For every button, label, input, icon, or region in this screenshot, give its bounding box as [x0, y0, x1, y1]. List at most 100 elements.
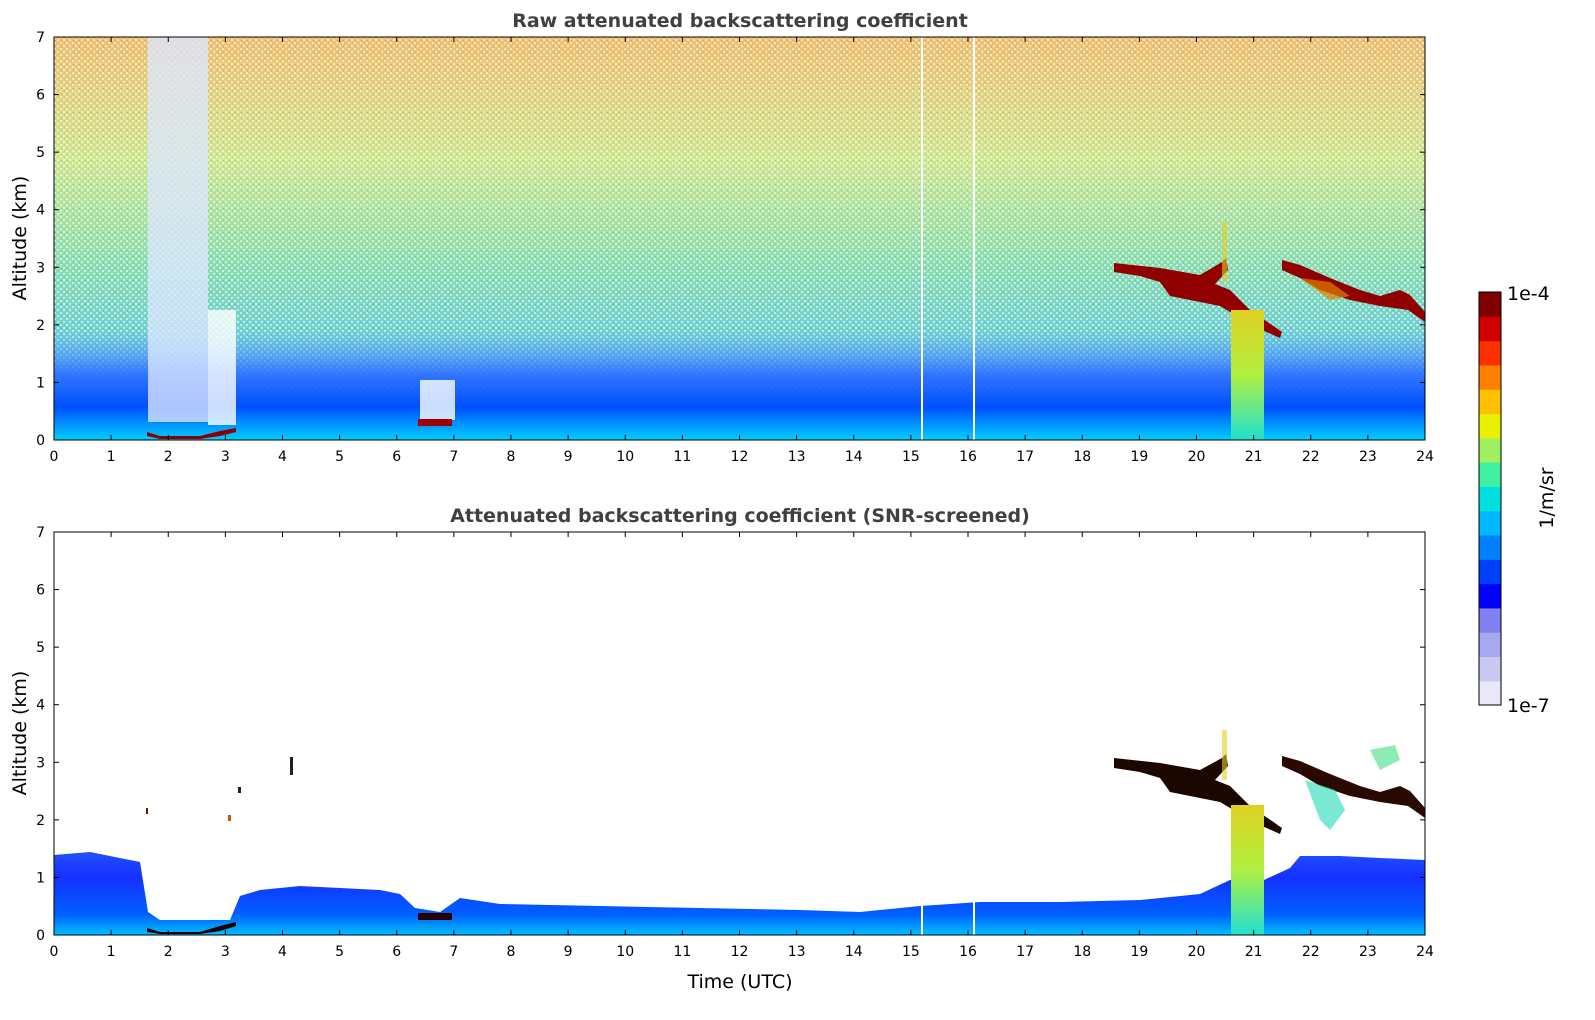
- panel-screened-xlabel: Time (UTC): [686, 971, 792, 993]
- y-tick-label: 3: [36, 755, 45, 771]
- x-tick-label: 10: [616, 449, 634, 465]
- x-tick-label: 20: [1188, 944, 1206, 960]
- panel-raw-axes: 0 1 2 3 4 5 6 7 8 9 10 11 12 13 14 15 16 17 18 19 20 21 22 23 24…: [36, 30, 1434, 465]
- raw-attenuated-column: [148, 37, 208, 422]
- x-tick-label: 5: [335, 944, 344, 960]
- screened-boundary-layer: [54, 852, 1425, 935]
- x-tick-label: 9: [564, 449, 573, 465]
- y-tick-label: 6: [36, 583, 45, 599]
- y-tick-label: 4: [36, 203, 45, 219]
- colorbar-band: [1479, 389, 1501, 415]
- x-tick-label: 12: [731, 944, 749, 960]
- x-tick-label: 17: [1016, 449, 1034, 465]
- panel-raw: Raw attenuated backscattering coefficien…: [9, 10, 1434, 465]
- colorbar-band: [1479, 632, 1501, 658]
- x-tick-label: 14: [845, 449, 863, 465]
- x-tick-label: 12: [731, 449, 749, 465]
- colorbar-frame: [1478, 291, 1502, 706]
- panel-screened-axes: 0 1 2 3 4 5 6 7 8 9 10 11 12 13 14 15 16 17 18 19 20 21 22 23 24…: [36, 525, 1434, 960]
- x-tick-label: 2: [164, 449, 173, 465]
- x-tick-label: 0: [50, 944, 59, 960]
- x-tick-label: 6: [392, 449, 401, 465]
- x-tick-label: 15: [902, 449, 920, 465]
- y-tick-label: 0: [36, 433, 45, 449]
- x-tick-label: 11: [673, 944, 691, 960]
- colorbar-band: [1479, 437, 1501, 463]
- colorbar-band: [1479, 559, 1501, 585]
- raw-boundary-layer: [54, 330, 1425, 440]
- x-tick-label: 14: [845, 944, 863, 960]
- colorbar-band: [1479, 316, 1501, 342]
- x-tick-label: 22: [1302, 449, 1320, 465]
- x-tick-label: 3: [221, 449, 230, 465]
- x-tick-label: 23: [1359, 944, 1377, 960]
- colorbar-band: [1479, 462, 1501, 487]
- colorbar-band: [1479, 340, 1501, 366]
- y-tick-label: 4: [36, 698, 45, 714]
- x-tick-label: 6: [392, 944, 401, 960]
- y-tick-label: 5: [36, 640, 45, 656]
- x-tick-label: 22: [1302, 944, 1320, 960]
- raw-data-gap-1: [921, 37, 923, 440]
- x-tick-label: 17: [1016, 944, 1034, 960]
- raw-low-cloud-1: [147, 428, 236, 439]
- raw-precipitation: [1231, 310, 1264, 440]
- colorbar-band: [1479, 486, 1501, 512]
- x-tick-label: 21: [1245, 449, 1263, 465]
- y-tick-label: 2: [36, 318, 45, 334]
- y-tick-label: 5: [36, 145, 45, 161]
- screened-data-gap-1: [921, 880, 923, 935]
- colorbar-band: [1479, 583, 1501, 609]
- colorbar: 1e-4 1e-7 1/m/sr: [1478, 283, 1558, 717]
- x-tick-label: 7: [449, 449, 458, 465]
- x-tick-label: 1: [107, 449, 116, 465]
- screened-data-gap-2: [973, 880, 975, 935]
- x-tick-label: 15: [902, 944, 920, 960]
- panel-screened-ylabel: Altitude (km): [9, 671, 31, 796]
- colorbar-bands: [1479, 292, 1501, 706]
- colorbar-max-label: 1e-4: [1507, 283, 1550, 305]
- colorbar-band: [1479, 292, 1501, 317]
- x-tick-label: 24: [1416, 944, 1434, 960]
- x-tick-label: 20: [1188, 449, 1206, 465]
- x-tick-label: 21: [1245, 944, 1263, 960]
- x-tick-label: 4: [278, 449, 287, 465]
- x-tick-label: 18: [1073, 449, 1091, 465]
- x-tick-label: 8: [507, 449, 516, 465]
- colorbar-band: [1479, 607, 1501, 633]
- x-tick-label: 11: [673, 449, 691, 465]
- x-tick-label: 13: [788, 944, 806, 960]
- colorbar-band: [1479, 364, 1501, 390]
- x-tick-label: 19: [1130, 944, 1148, 960]
- panel-screened-heatmap: [54, 532, 1425, 935]
- x-tick-label: 10: [616, 944, 634, 960]
- panel-screened: Attenuated backscattering coefficient (S…: [9, 505, 1434, 993]
- x-tick-label: 8: [507, 944, 516, 960]
- colorbar-unit-label: 1/m/sr: [1536, 467, 1558, 528]
- y-tick-label: 6: [36, 88, 45, 104]
- y-tick-label: 7: [36, 525, 45, 541]
- x-tick-label: 13: [788, 449, 806, 465]
- x-tick-label: 16: [959, 449, 977, 465]
- x-tick-label: 9: [564, 944, 573, 960]
- x-tick-label: 4: [278, 944, 287, 960]
- y-tick-label: 0: [36, 928, 45, 944]
- x-tick-label: 18: [1073, 944, 1091, 960]
- colorbar-band: [1479, 656, 1501, 682]
- x-tick-label: 23: [1359, 449, 1377, 465]
- panel-raw-ylabel: Altitude (km): [9, 176, 31, 301]
- y-tick-label: 2: [36, 813, 45, 829]
- y-tick-label: 3: [36, 260, 45, 276]
- x-tick-label: 5: [335, 449, 344, 465]
- colorbar-band: [1479, 534, 1501, 560]
- screened-mid-cloud-2: [1282, 756, 1425, 818]
- screened-precipitation: [1231, 805, 1264, 935]
- y-tick-label: 7: [36, 30, 45, 46]
- screened-low-cloud-1: [147, 922, 236, 934]
- colorbar-band: [1479, 680, 1501, 706]
- x-tick-label: 16: [959, 944, 977, 960]
- raw-data-gap-2: [973, 37, 975, 440]
- x-tick-label: 1: [107, 944, 116, 960]
